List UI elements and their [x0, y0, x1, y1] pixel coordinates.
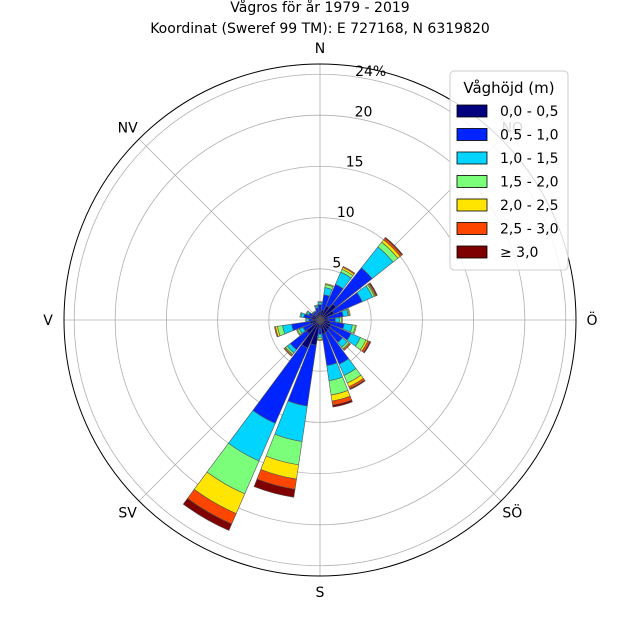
grid-spoke-3	[319, 319, 502, 502]
legend-swatch-3	[456, 175, 488, 188]
sector-30-bin-5	[342, 266, 356, 275]
chart-title: Vågros för år 1979 - 2019	[230, 0, 409, 16]
sector-75-bin-4	[347, 308, 351, 317]
legend-swatch-4	[456, 198, 488, 212]
legend-label-1: 0,5 - 1,0	[500, 128, 558, 144]
direction-label-0: N	[315, 41, 325, 57]
direction-label-5: SÖ	[502, 503, 522, 521]
sector-180-bin-4	[317, 338, 323, 341]
legend-frame	[449, 70, 569, 271]
sector-315-bin-2	[311, 311, 315, 315]
legend-label-3: 1,5 - 2,0	[500, 175, 558, 191]
sector-330-bin-2	[313, 310, 317, 314]
sector-210-bin-6	[182, 497, 233, 531]
legend-label-6: ≥ 3,0	[500, 245, 538, 261]
sector-255-bin-5	[274, 326, 279, 338]
legend-swatch-0	[456, 104, 488, 118]
sector-285-bin-3	[299, 312, 303, 318]
sector-105-bin-4	[352, 324, 357, 334]
rose-sectors	[182, 236, 404, 531]
legend-label-4: 2,0 - 2,5	[500, 198, 558, 214]
sector-90-bin-2	[334, 317, 340, 323]
sector-180-bin-2	[317, 333, 323, 338]
sector-165-bin-6	[332, 399, 353, 408]
radial-tick-label-1: 10	[337, 205, 355, 221]
sector-150-bin-6	[349, 379, 366, 390]
direction-label-7: NV	[118, 121, 138, 137]
sector-195-bin-6	[253, 478, 296, 498]
radial-tick-labels: 5 10 15 20 24%	[332, 64, 386, 272]
sector-0-bin-3	[317, 301, 323, 304]
radial-grid	[63, 63, 577, 577]
legend-label-5: 2,5 - 3,0	[500, 222, 558, 238]
sector-120-bin-6	[363, 341, 372, 354]
sector-135-bin-5	[343, 343, 351, 351]
radial-tick-label-2: 15	[346, 155, 364, 171]
sector-45-bin-6	[384, 236, 404, 256]
sector-270-bin-3	[305, 318, 308, 322]
sector-90-bin-4	[341, 317, 343, 323]
legend: Våghöjd (m) 0,0 - 0,5 0,5 - 1,0 1,0 - 1,5 1…	[449, 70, 569, 271]
legend-swatch-5	[456, 222, 488, 235]
sector-345-bin-3	[313, 304, 319, 308]
legend-swatch-2	[456, 151, 488, 165]
legend-title: Våghöjd (m)	[463, 79, 554, 97]
direction-label-6: SV	[118, 505, 137, 521]
sector-300-bin-3	[305, 310, 309, 315]
legend-label-0: 0,0 - 0,5	[500, 104, 558, 120]
legend-swatch-6	[456, 245, 488, 259]
sector-225-bin-5	[283, 347, 293, 357]
legend-entries: 0,0 - 0,5 0,5 - 1,0 1,0 - 1,5 1,5 - 2,0 2,0 …	[456, 104, 558, 261]
sector-15-bin-4	[324, 283, 334, 288]
radial-tick-label-0: 5	[332, 256, 341, 272]
direction-label-3: V	[43, 313, 53, 329]
sector-60-bin-6	[368, 282, 378, 296]
legend-label-2: 1,0 - 1,5	[500, 151, 558, 167]
sector-240-bin-4	[296, 329, 301, 336]
radial-tick-label-4: 24%	[355, 64, 386, 80]
radial-tick-label-3: 20	[355, 104, 373, 120]
outer-circle	[63, 63, 577, 577]
chart-subtitle: Koordinat (Sweref 99 TM): E 727168, N 63…	[150, 21, 490, 37]
legend-swatch-1	[456, 128, 488, 141]
direction-label-1: Ö	[586, 311, 597, 329]
direction-label-2: S	[316, 585, 325, 601]
grid-spoke-7	[138, 138, 321, 321]
